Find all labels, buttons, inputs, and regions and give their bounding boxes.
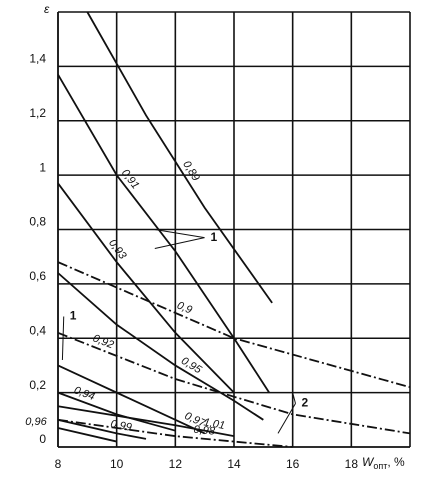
- x-tick-label: 10: [110, 457, 124, 471]
- curve: [57, 418, 293, 448]
- curve-label: 0,93: [106, 237, 129, 262]
- x-axis-label: Wопт, %: [362, 455, 405, 471]
- x-tick-label: 18: [345, 457, 359, 471]
- curve-label: 0,98: [193, 424, 216, 438]
- curve: [57, 331, 411, 435]
- y-tick-label: 0: [39, 432, 46, 446]
- y-tick-label: 0,8: [29, 215, 46, 229]
- leader-line: [292, 392, 296, 404]
- leader-line: [154, 237, 205, 250]
- x-label-main: W: [362, 455, 375, 469]
- y-tick-label: 1: [39, 160, 46, 174]
- y-tick-label: 0,6: [29, 269, 46, 283]
- curve: [57, 182, 235, 394]
- curve: [57, 272, 264, 421]
- annotation: 1: [70, 309, 77, 323]
- curve: [57, 74, 270, 394]
- annotation: 1: [211, 230, 218, 244]
- curve-label: 0,91: [119, 167, 142, 191]
- curve: [57, 427, 117, 443]
- x-tick-label: 8: [55, 457, 62, 471]
- y-tick-label: 0,4: [29, 323, 46, 337]
- y-tick-label: 1,2: [29, 106, 46, 120]
- curve: [57, 261, 411, 389]
- curve: [86, 11, 273, 304]
- x-tick-label: 16: [286, 457, 300, 471]
- y-tick-label: 1,4: [29, 52, 46, 66]
- x-tick-label: 14: [227, 457, 241, 471]
- annotation: 2: [301, 396, 308, 410]
- y-axis-label: ε: [44, 2, 50, 16]
- curve-label: 0,94: [72, 384, 96, 403]
- curve: [57, 391, 176, 432]
- x-label-sub: опт: [373, 461, 387, 471]
- leader-line: [154, 229, 205, 239]
- leader-line: [61, 316, 65, 361]
- curve-label: 0,9: [175, 299, 194, 316]
- curve-label: 1,01: [203, 416, 226, 432]
- curve: [57, 418, 147, 440]
- x-label-suffix: , %: [387, 455, 405, 469]
- curve-label: 0,99: [109, 418, 132, 434]
- x-tick-label: 12: [169, 457, 183, 471]
- leader-line: [277, 403, 296, 434]
- curve: [57, 364, 206, 435]
- curve-label: 0,92: [91, 332, 115, 351]
- curve-label: 0,96: [25, 416, 47, 428]
- curve: [57, 405, 235, 438]
- curve-label: 0,89: [180, 159, 202, 184]
- y-tick-label: 0,2: [29, 378, 46, 392]
